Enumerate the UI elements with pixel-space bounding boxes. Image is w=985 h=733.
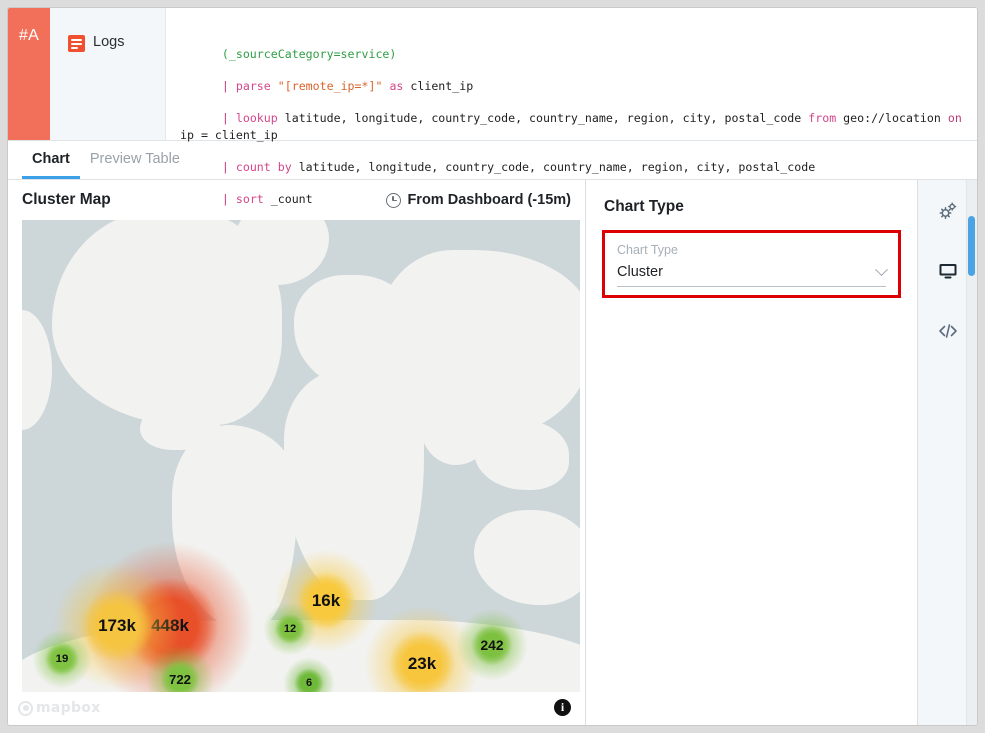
cluster-marker-label: 19 [55,653,69,665]
landmass-edge-west [22,310,52,430]
time-range-label: From Dashboard (-15m) [407,192,571,208]
chart-type-field-highlight: Chart Type Cluster [602,230,901,298]
landmass-greenland [234,220,329,285]
rail-scrollbar-track[interactable] [966,180,977,725]
display-rail-button[interactable] [931,254,965,288]
landmass-southeast-asia [474,420,569,490]
time-range-indicator[interactable]: From Dashboard (-15m) [386,192,571,208]
chart-type-panel: Chart Type Chart Type Cluster [586,180,918,725]
chart-title: Cluster Map [22,191,111,208]
monitor-icon [939,264,956,279]
chart-type-field-label: Chart Type [617,243,678,257]
code-rail-button[interactable] [931,314,965,348]
settings-rail-button[interactable] [931,194,965,228]
query-editor[interactable]: (_sourceCategory=service) | parse "[remo… [165,8,977,206]
tab-preview-table[interactable]: Preview Table [89,150,180,167]
cluster-marker-label: 242 [480,637,504,653]
map-info-button[interactable]: i [554,699,571,716]
logs-icon [68,35,85,52]
cluster-marker[interactable]: 19 [24,621,100,692]
clock-icon [386,192,402,208]
right-icon-rail [918,180,977,725]
chevron-down-icon [875,262,888,276]
content-area: Cluster Map From Dashboard (-15m) [8,180,977,725]
chart-type-heading: Chart Type [604,198,684,215]
chart-type-value: Cluster [617,264,663,280]
mapbox-wordmark: mapbox [36,700,101,716]
cluster-marker-label: 722 [168,671,191,687]
cluster-marker[interactable]: 242 [446,599,538,691]
cluster-marker-label: 6 [305,677,313,689]
chart-header: Cluster Map From Dashboard (-15m) [18,180,575,220]
cluster-marker-label: 23k [407,654,437,673]
chart-panel: Cluster Map From Dashboard (-15m) [8,180,586,725]
source-label: Logs [93,34,125,50]
query-bar: #A Logs (_sourceCategory=service) | pars… [8,8,977,206]
landmass-australia [474,510,580,605]
rail-scrollbar-thumb[interactable] [968,216,975,276]
tab-bar: Chart Preview Table [8,141,977,180]
cluster-marker-label: 12 [283,623,297,635]
source-selector[interactable]: Logs [50,8,165,140]
gears-icon [939,202,956,219]
cluster-marker-label: 16k [311,591,341,610]
code-brackets-icon [938,324,957,338]
cluster-marker-label: 173k [98,616,136,635]
analytics-panel: #A Logs (_sourceCategory=service) | pars… [7,7,978,726]
chart-type-select[interactable]: Cluster [617,262,888,287]
tab-chart[interactable]: Chart [22,141,80,179]
mapbox-logo-icon [18,700,33,716]
cluster-map[interactable]: 448k173k23k16k14k5.2k72224219126 [22,220,580,692]
panel-badge: #A [8,8,50,140]
mapbox-attribution[interactable]: mapbox [18,700,101,716]
